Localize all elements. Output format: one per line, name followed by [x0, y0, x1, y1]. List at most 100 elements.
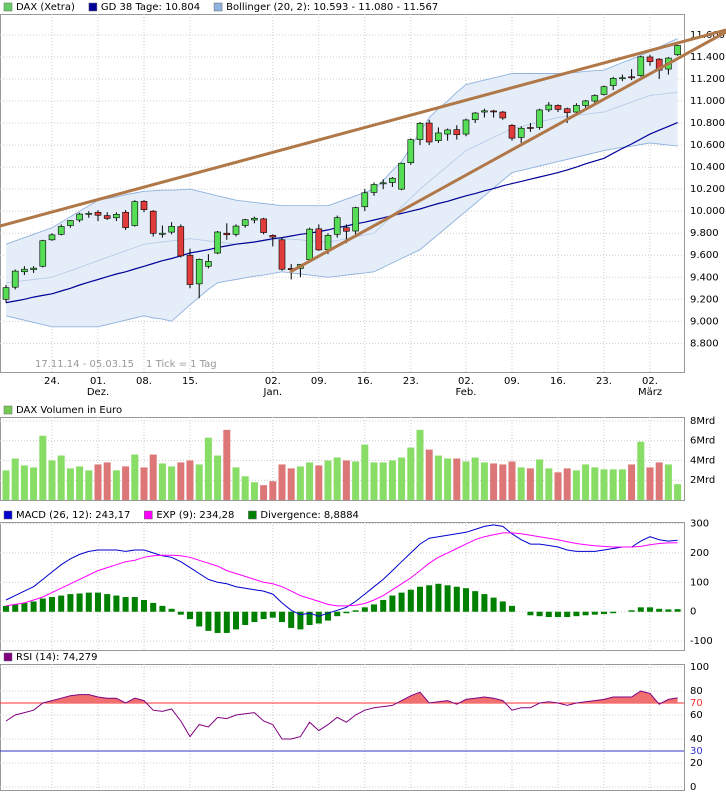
volume-bar [398, 457, 406, 500]
divergence-bar [380, 599, 387, 612]
volume-bar [223, 429, 231, 500]
tick-note: 1 Tick = 1 Tag [146, 359, 217, 370]
volume-bar [39, 435, 47, 500]
divergence-bar [214, 611, 221, 633]
candle-body [30, 267, 37, 270]
candle-body [600, 86, 608, 95]
volume-bar [508, 461, 516, 500]
y-tick-label: -100 [690, 636, 713, 647]
y-tick-label: 9.400 [690, 272, 719, 283]
divergence-bar [555, 611, 561, 618]
volume-bar [140, 467, 148, 500]
volume-bar [177, 462, 185, 500]
volume-bar [296, 466, 304, 500]
y-tick-label: 8Mrd [690, 416, 715, 427]
volume-bar [444, 458, 452, 500]
divergence-bar [665, 609, 672, 612]
candle-body [462, 119, 470, 135]
bollinger-lower [5, 142, 678, 328]
y-tick-label: 0 [690, 607, 696, 618]
y-tick-label: 9.000 [690, 316, 719, 327]
candle-body [674, 45, 681, 56]
divergence-bar [674, 609, 681, 612]
legend-swatch [3, 652, 13, 662]
candle-body [39, 240, 47, 267]
volume-bar [379, 462, 387, 500]
candle-body [278, 239, 286, 270]
divergence-bar [76, 593, 83, 612]
volume-bar [11, 458, 19, 500]
candle-body [306, 228, 313, 260]
legend-swatch [248, 510, 257, 520]
y-tick-label: 40 [690, 734, 703, 745]
divergence-bar [509, 605, 515, 612]
panel-frame [0, 417, 685, 501]
x-tick-label: 23. [596, 376, 612, 387]
candle-body [609, 78, 617, 86]
y-tick-label: 60 [690, 710, 703, 721]
candle-body [352, 207, 359, 232]
reference-label: 30 [690, 746, 703, 757]
candle-body [333, 217, 341, 235]
divergence-bar [150, 602, 157, 612]
divergence-bar [85, 592, 92, 612]
candle-body [57, 226, 65, 235]
divergence-bar [131, 597, 138, 612]
volume-bar [499, 464, 507, 500]
volume-bar [66, 468, 74, 500]
divergence-bar [104, 594, 111, 612]
candle-body [232, 225, 240, 235]
volume-bar [674, 484, 682, 500]
divergence-bar [325, 611, 331, 621]
candle-body [260, 218, 267, 233]
candle-body [251, 217, 258, 221]
volume-bar [2, 470, 10, 500]
divergence-bar [58, 595, 65, 612]
divergence-bar [223, 611, 230, 633]
divergence-bar [12, 604, 19, 612]
volume-bar [480, 462, 488, 500]
candle-body [637, 56, 645, 76]
divergence-bar [168, 608, 175, 612]
volume-bar [168, 466, 176, 500]
volume-bar [94, 464, 102, 500]
candle-body [398, 162, 405, 190]
y-tick-label: 100 [690, 662, 709, 673]
volume-bar [112, 470, 120, 500]
divergence-bar [417, 586, 423, 612]
candle-body [389, 177, 396, 183]
x-tick-label: 02. [642, 376, 658, 387]
candle-body [67, 220, 74, 226]
volume-bar [462, 461, 470, 500]
volume-bar [416, 429, 424, 500]
x-tick-label: 23. [403, 376, 419, 387]
y-tick-label: 10.200 [690, 184, 725, 195]
divergence-bar [251, 611, 258, 623]
divergence-bar [30, 601, 37, 612]
divergence-bar [398, 592, 405, 612]
volume-bar [103, 462, 111, 500]
divergence-bar [628, 610, 635, 612]
candle-body [2, 287, 10, 300]
volume-bar [76, 466, 84, 500]
bollinger-middle [5, 91, 678, 284]
divergence-bar [564, 611, 571, 618]
volume-bar [591, 467, 599, 500]
volume-bar [260, 485, 268, 500]
divergence-bar [21, 602, 28, 612]
candle-body [416, 122, 424, 140]
volume-bar [434, 455, 442, 500]
y-tick-label: 6Mrd [690, 436, 715, 447]
divergence-bar [196, 611, 203, 627]
volume-bar [158, 463, 166, 500]
candle-body [85, 213, 93, 215]
volume-bar [609, 469, 617, 500]
legend-swatch [3, 510, 13, 520]
volume-bar [453, 458, 461, 500]
y-tick-label: 9.600 [690, 250, 719, 261]
y-tick-label: 11.400 [690, 52, 725, 63]
trend-lines [0, 28, 726, 274]
volume-bar [204, 437, 212, 500]
volume-bar [342, 460, 350, 500]
y-tick-label: 2Mrd [690, 475, 715, 486]
